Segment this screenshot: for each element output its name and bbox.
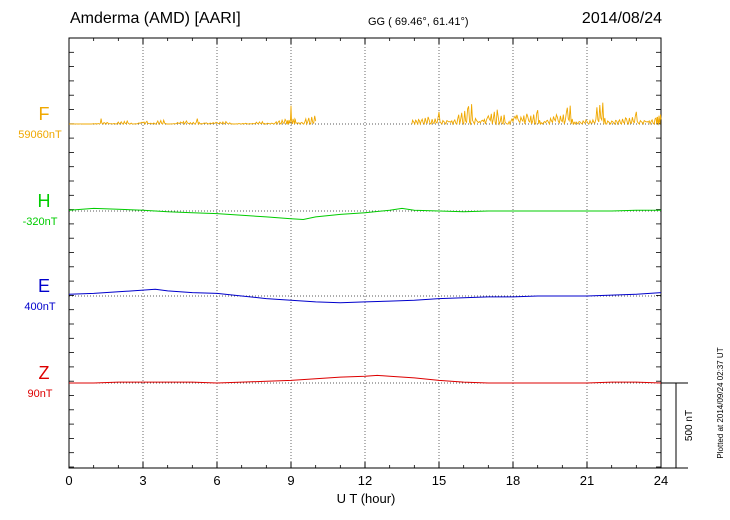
series-line-f xyxy=(411,102,662,126)
plotted-timestamp: Plotted at 2014/09/24 02:37 UT xyxy=(716,347,725,458)
x-tick-label: 9 xyxy=(287,473,294,488)
grid xyxy=(69,38,661,468)
x-tick-label: 6 xyxy=(213,473,220,488)
channel-name-z: Z xyxy=(39,363,50,383)
channel-name-f: F xyxy=(39,104,50,124)
x-axis-label: U T (hour) xyxy=(337,491,396,506)
x-axis: 0 3 6 9 12 15 18 21 24 xyxy=(65,38,668,488)
x-tick-label: 3 xyxy=(139,473,146,488)
x-tick-label: 12 xyxy=(358,473,372,488)
channel-baseline-h: -320nT xyxy=(23,216,58,228)
channels: F 59060nT H -320nT E 400nT Z 90nT xyxy=(18,102,662,400)
station-coordinates: GG ( 69.46°, 61.41°) xyxy=(368,16,469,28)
chart-date: 2014/08/24 xyxy=(581,10,662,27)
channel-baseline-e: 400nT xyxy=(24,301,55,313)
station-title: Amderma (AMD) [AARI] xyxy=(70,10,241,27)
series-line-f xyxy=(68,105,317,126)
x-tick-label: 24 xyxy=(654,473,668,488)
x-tick-label: 21 xyxy=(580,473,594,488)
x-tick-label: 15 xyxy=(432,473,446,488)
channel-name-h: H xyxy=(38,191,51,211)
x-tick-label: 18 xyxy=(506,473,520,488)
scale-bar-label: 500 nT xyxy=(684,410,695,441)
channel-baseline-z: 90nT xyxy=(27,388,52,400)
series-line-h xyxy=(68,207,661,221)
plot-border xyxy=(68,37,662,469)
channel-baseline-f: 59060nT xyxy=(18,129,62,141)
series-line-z xyxy=(69,374,662,384)
x-tick-label: 0 xyxy=(65,473,72,488)
series-line-e xyxy=(68,288,662,304)
plot-frame xyxy=(68,37,662,469)
scale-bar: 500 nT xyxy=(661,382,695,469)
channel-name-e: E xyxy=(38,276,50,296)
